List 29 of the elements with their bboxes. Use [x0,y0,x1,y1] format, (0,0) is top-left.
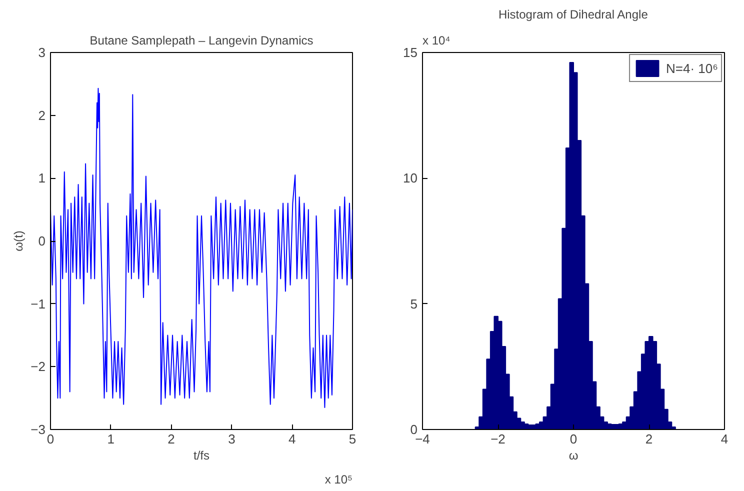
line-series [50,88,352,408]
legend-label: N=4· 10⁶ [666,60,718,76]
x-tick-label: 0 [570,432,578,446]
x-tick-label: 2 [645,432,653,446]
y-tick-label: 5 [410,296,418,312]
y-tick-label: 0 [38,234,46,248]
y-tick-label: 10 [403,170,418,186]
chart-title: Butane Samplepath – Langevin Dynamics [90,34,314,48]
y-tick-label: 0 [410,422,418,437]
x-axis-title: t/fs [194,448,210,462]
y-tick-label: −1 [30,296,46,312]
y-axis-title: ω(t) [12,230,26,252]
x-tick-label: 2 [168,432,175,446]
x-tick-label: 3 [228,432,236,446]
y-tick-label: −3 [30,422,46,437]
y-tick-label: 1 [38,170,46,186]
x-tick-label: 1 [107,432,115,446]
x-tick-label: 4 [720,432,728,446]
y-tick-label: 3 [38,45,46,60]
y-tick-label: 2 [38,108,46,123]
text: x 10⁴ [422,34,450,48]
x-tick-label: 4 [288,432,296,446]
x-axis-title: ω [568,448,578,462]
y-tick-label: 15 [403,45,418,60]
text: x 10⁵ [324,472,353,486]
chart-title: Histogram of Dihedral Angle [498,8,648,22]
x-tick-label: 5 [348,432,356,446]
y-tick-label: −2 [30,359,46,374]
x-tick-label: −2 [490,432,506,446]
